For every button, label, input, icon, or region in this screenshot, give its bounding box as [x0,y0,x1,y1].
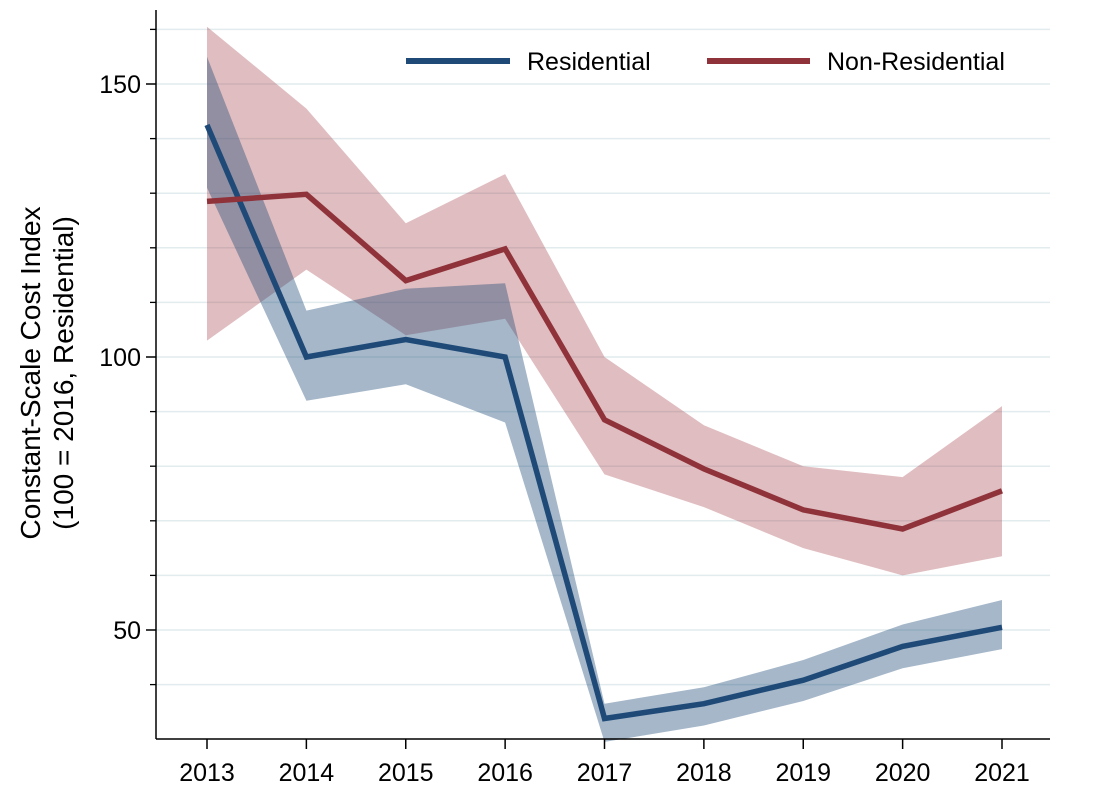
legend-label-non-residential: Non-Residential [827,48,1005,76]
x-tick-label-2014: 2014 [279,759,335,787]
legend-label-residential: Residential [527,48,651,76]
legend: Residential Non-Residential [406,48,1005,76]
x-tick-label-2017: 2017 [577,759,633,787]
x-tick-label-2020: 2020 [875,759,931,787]
x-tick-label-2013: 2013 [179,759,235,787]
band-non-residential [207,27,1002,576]
x-tick-label-2018: 2018 [676,759,732,787]
x-tick-label-2021: 2021 [974,759,1030,787]
y-tick-label-50: 50 [113,617,141,645]
x-tick-label-2015: 2015 [378,759,434,787]
y-tick-label-150: 150 [99,71,141,99]
y-axis-title-line1: Constant-Scale Cost Index [15,206,46,539]
confidence-bands [207,27,1002,742]
y-tick-label-100: 100 [99,344,141,372]
x-tick-label-2019: 2019 [775,759,831,787]
y-axis-title-line2: (100 = 2016, Residential) [48,216,79,530]
x-tick-label-2016: 2016 [477,759,533,787]
y-axis-title: Constant-Scale Cost Index (100 = 2016, R… [15,206,79,539]
